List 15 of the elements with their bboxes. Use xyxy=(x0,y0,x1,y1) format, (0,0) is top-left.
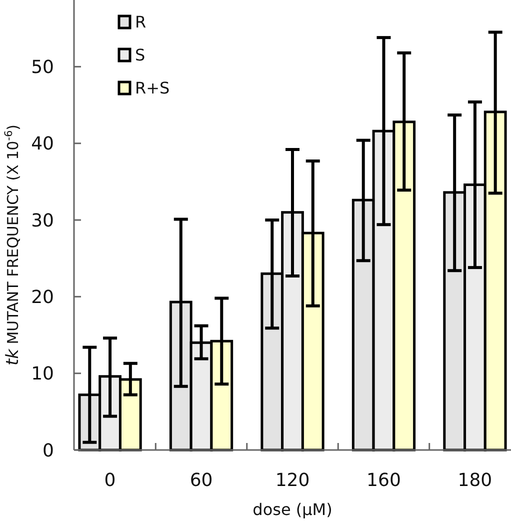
x-tick-label: 180 xyxy=(458,470,492,491)
y-tick-label: 30 xyxy=(31,210,54,232)
x-tick-label: 60 xyxy=(190,470,213,491)
x-tick-label: 0 xyxy=(104,470,116,491)
legend-label: S xyxy=(135,46,146,65)
legend-label: R+S xyxy=(135,78,170,98)
y-tick-label: 10 xyxy=(31,364,54,385)
y-tick-label: 20 xyxy=(31,286,54,308)
y-tick-label: 40 xyxy=(31,134,54,155)
x-tick-label: 120 xyxy=(275,470,310,491)
y-tick-label: 0 xyxy=(42,440,54,462)
x-axis-title: dose (μM) xyxy=(252,500,332,519)
legend-label: R xyxy=(135,12,146,32)
x-tick-label: 160 xyxy=(366,470,401,491)
y-tick-label: 50 xyxy=(31,56,54,78)
